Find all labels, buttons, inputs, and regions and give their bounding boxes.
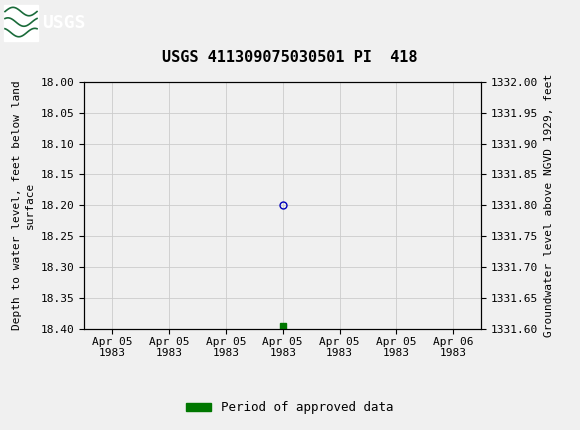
Bar	[4, 5, 38, 41]
Y-axis label: Groundwater level above NGVD 1929, feet: Groundwater level above NGVD 1929, feet	[544, 74, 554, 337]
Legend: Period of approved data: Period of approved data	[181, 396, 399, 419]
Text: USGS: USGS	[42, 14, 85, 32]
Text: USGS 411309075030501 PI  418: USGS 411309075030501 PI 418	[162, 49, 418, 64]
Y-axis label: Depth to water level, feet below land
surface: Depth to water level, feet below land su…	[12, 80, 35, 330]
